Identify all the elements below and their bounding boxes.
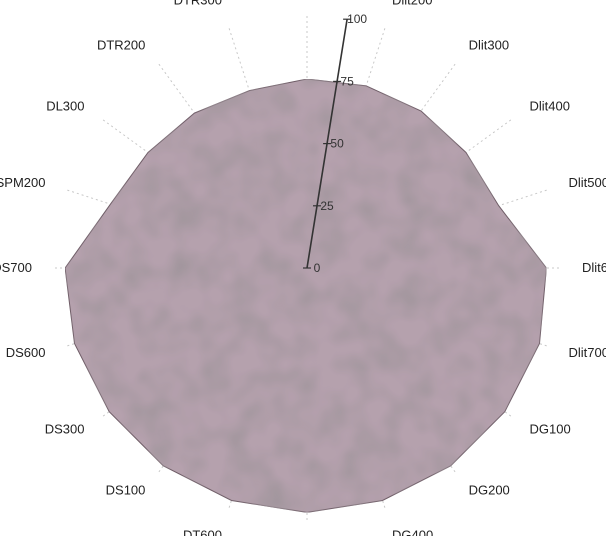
axis-label-dlit400: Dlit400 <box>530 98 570 113</box>
axis-label-dt600: DT600 <box>183 528 222 536</box>
axis-label-dlit300: Dlit300 <box>469 38 509 53</box>
axis-label-dtr200: DTR200 <box>97 38 145 53</box>
radial-tick-label-0: 0 <box>314 261 321 275</box>
radial-tick-label-50: 50 <box>330 137 344 151</box>
axis-label-dlit600: Dlit600 <box>582 260 606 275</box>
axis-label-dlit700: Dlit700 <box>569 345 606 360</box>
axis-label-dl300: DL300 <box>46 98 84 113</box>
axis-label-dg400: DG400 <box>392 528 433 536</box>
radial-tick-label-75: 75 <box>340 74 354 88</box>
axis-label-dg200: DG200 <box>469 483 510 498</box>
axis-label-dlit500: Dlit500 <box>569 175 606 190</box>
series-area-layer <box>64 78 547 513</box>
radial-tick-label-25: 25 <box>320 199 334 213</box>
axis-label-dtr300: DTR300 <box>174 0 222 8</box>
radial-axis-layer: 0 25 50 75 100 <box>303 12 367 275</box>
axis-label-ds100: DS100 <box>106 483 146 498</box>
axis-label-ds700: DS700 <box>0 260 32 275</box>
series-area-0 <box>64 78 547 513</box>
radial-tick-label-100: 100 <box>347 12 367 26</box>
axis-label-ds300: DS300 <box>45 422 85 437</box>
axis-label-dlit200: Dlit200 <box>392 0 432 8</box>
axis-label-spm200: SPM200 <box>0 175 46 190</box>
axis-label-ds600: DS600 <box>6 345 46 360</box>
axis-label-dg100: DG100 <box>530 422 571 437</box>
